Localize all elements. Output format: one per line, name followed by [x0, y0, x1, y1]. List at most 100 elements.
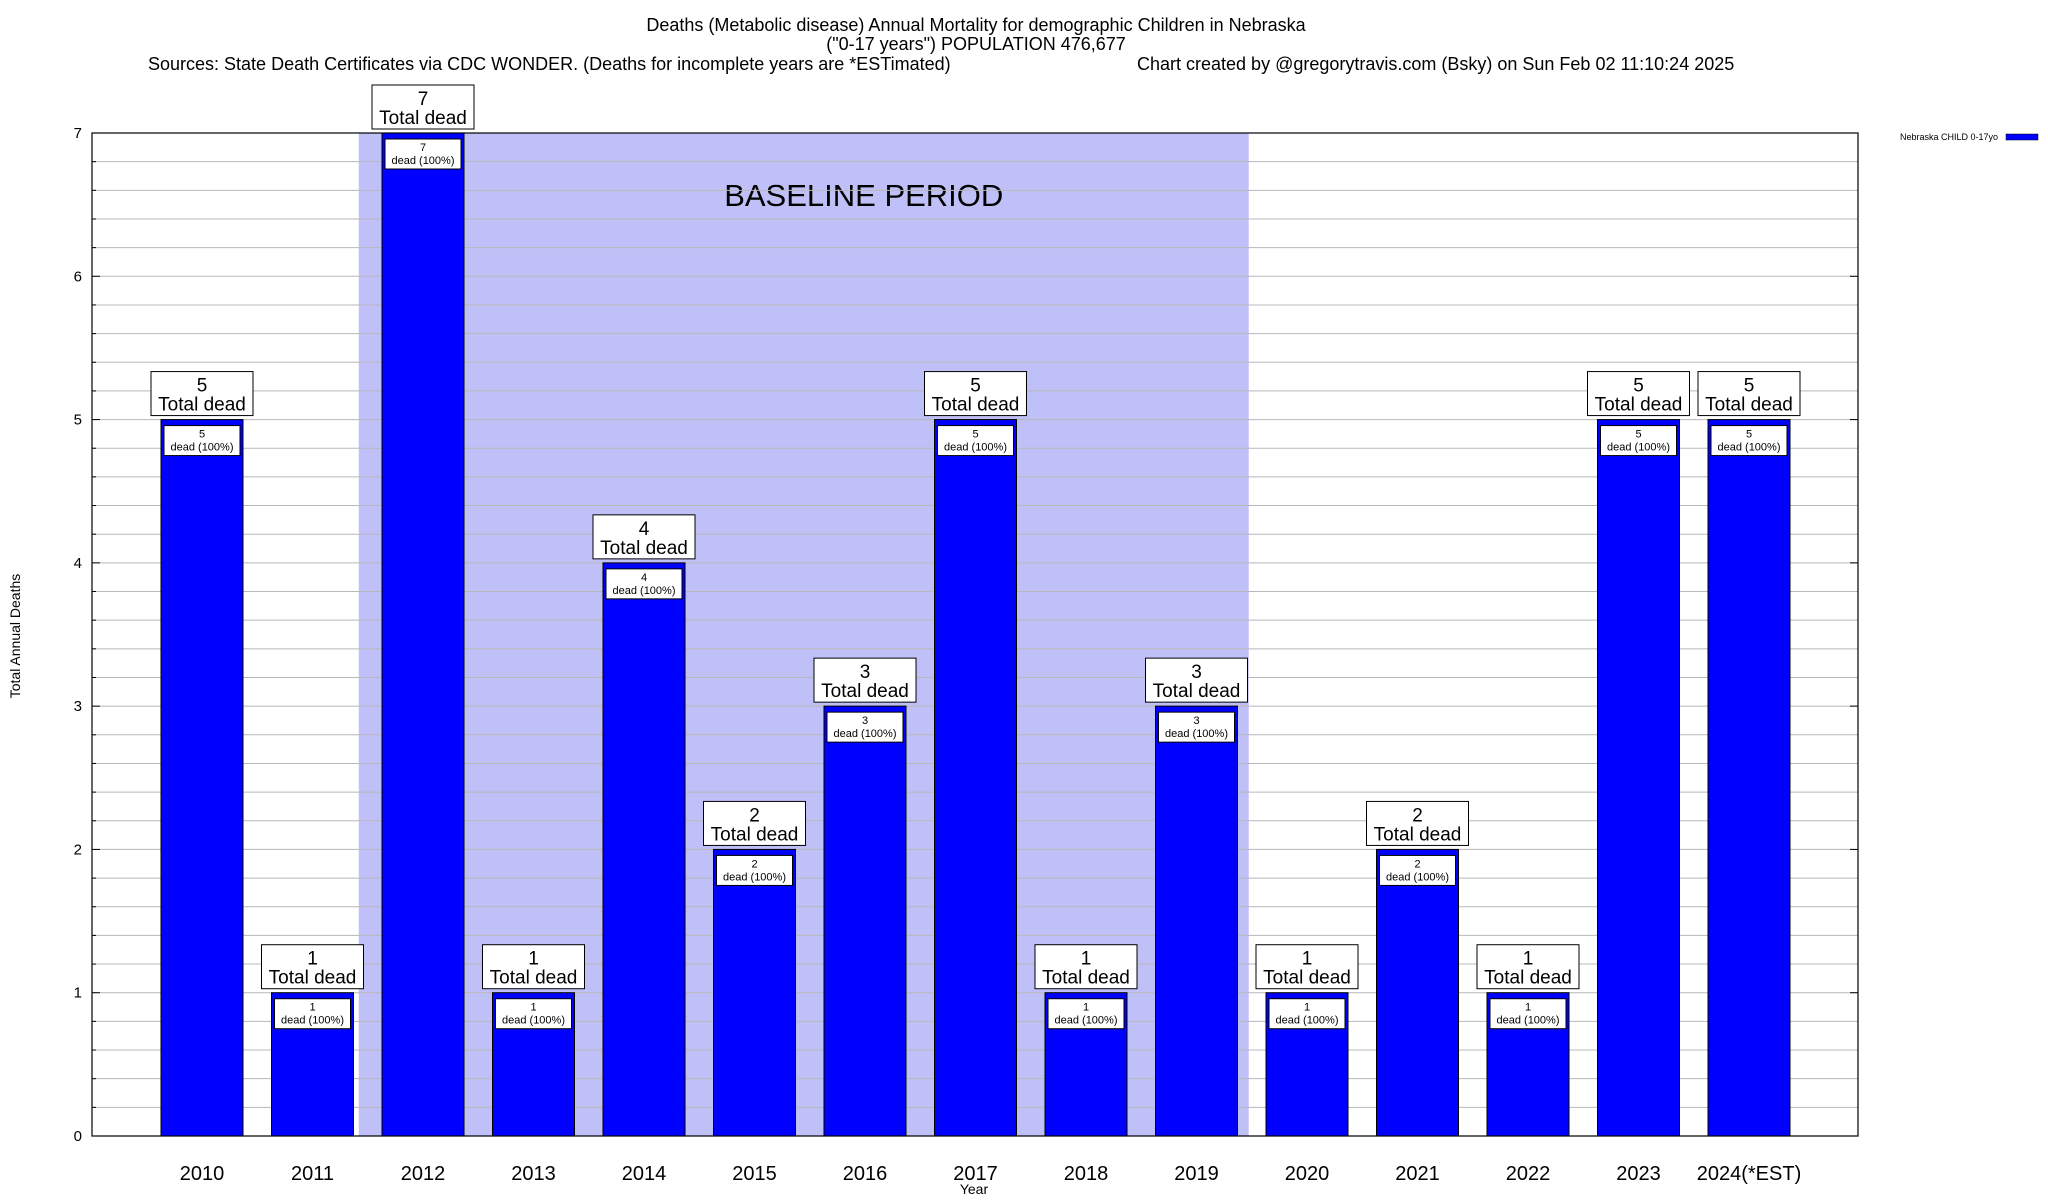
bar-inner-value: 2 [1414, 858, 1420, 870]
bar-total-caption: Total dead [1153, 681, 1241, 702]
bar-total-value: 2 [749, 805, 760, 826]
y-tick-label: 7 [74, 125, 82, 142]
y-tick-label: 4 [74, 555, 82, 572]
bar-total-label-box [1476, 944, 1580, 990]
axis-layer: 0 1 2 3 4 5 6 7 2010 2011 2012 2013 2014 2015 2016 2017… [74, 125, 1858, 1185]
bar-total-caption: Total dead [821, 681, 909, 702]
bar-total-label-box [1255, 944, 1359, 990]
plot-frame-layer [91, 132, 1859, 1137]
x-axis-title: Year [960, 1181, 989, 1197]
bar-inner-value: 1 [1083, 1002, 1089, 1014]
bar-inner-value: 1 [530, 1002, 536, 1014]
bar-total-caption: Total dead [1705, 395, 1793, 416]
bar-2024(*EST) [1707, 419, 1791, 1137]
bar-inner-value: 5 [1746, 429, 1752, 441]
chart-sources: Sources: State Death Certificates via CD… [148, 54, 951, 74]
bar-total-value: 5 [1633, 376, 1644, 397]
bar-total-value: 3 [860, 662, 871, 683]
legend-swatch [2005, 133, 2039, 141]
bar-inner-value: 1 [309, 1002, 315, 1014]
bar-2023 [1597, 419, 1680, 1137]
bar-2014 [602, 562, 686, 1137]
bar-inner-label-box [495, 998, 572, 1030]
bar-inner-label-box [826, 711, 904, 743]
chart-title: Deaths (Metabolic disease) Annual Mortal… [646, 15, 1306, 35]
bar-inner-caption: dead (100%) [1276, 1015, 1339, 1027]
bar-inner-value: 7 [420, 142, 426, 154]
bar-inner-caption: dead (100%) [1386, 871, 1449, 883]
bar-inner-label-box [1047, 998, 1125, 1030]
legend: Nebraska CHILD 0-17yo [1900, 132, 2039, 142]
bar-total-label-box [1145, 657, 1248, 703]
bar-inner-value: 4 [641, 572, 647, 584]
bar-inner-value: 5 [1635, 429, 1641, 441]
bar-total-caption: Total dead [711, 824, 799, 845]
x-tick-label: 2020 [1285, 1163, 1330, 1185]
bar-total-value: 1 [1081, 949, 1092, 970]
y-tick-label: 1 [74, 985, 82, 1002]
bar-inner-caption: dead (100%) [502, 1015, 565, 1027]
bar-inner-value: 1 [1304, 1002, 1310, 1014]
y-tick-label: 5 [74, 412, 82, 429]
bar-inner-value: 3 [1193, 715, 1199, 727]
bar-inner-caption: dead (100%) [723, 871, 786, 883]
bar-total-label-box [150, 371, 254, 417]
x-tick-label: 2010 [180, 1163, 225, 1185]
bar-inner-caption: dead (100%) [1718, 442, 1781, 454]
bar-total-value: 4 [639, 519, 650, 540]
x-tick-label: 2018 [1064, 1163, 1109, 1185]
bar-total-value: 1 [307, 949, 318, 970]
bar-total-caption: Total dead [932, 395, 1020, 416]
bar-total-label-box [1587, 371, 1690, 417]
bar-total-caption: Total dead [600, 538, 688, 559]
bar-total-caption: Total dead [1042, 968, 1130, 989]
plot-frame [91, 132, 1859, 1137]
bar-total-caption: Total dead [379, 108, 467, 129]
bar-inner-label-box [937, 425, 1014, 457]
x-tick-label: 2024(*EST) [1697, 1163, 1802, 1185]
bar-total-label-box [1366, 800, 1469, 846]
chart-subtitle: ("0-17 years") POPULATION 476,677 [826, 34, 1126, 54]
x-tick-label: 2012 [401, 1163, 446, 1185]
x-tick-label: 2023 [1616, 1163, 1661, 1185]
bar-total-label-box [482, 944, 585, 990]
x-tick-label: 2017 [953, 1163, 998, 1185]
x-tick-label: 2016 [843, 1163, 888, 1185]
bar-2019 [1155, 705, 1238, 1137]
bar-total-caption: Total dead [269, 968, 357, 989]
y-tick-label: 2 [74, 841, 82, 858]
bar-inner-caption: dead (100%) [1165, 728, 1228, 740]
bar-inner-label-box [384, 138, 462, 170]
bar-2010 [160, 419, 244, 1137]
bar-inner-label-box [1710, 425, 1788, 457]
bar-inner-value: 5 [972, 429, 978, 441]
x-tick-label: 2022 [1506, 1163, 1551, 1185]
bar-inner-value: 5 [199, 429, 205, 441]
bar-inner-caption: dead (100%) [613, 585, 676, 597]
bar-inner-caption: dead (100%) [834, 728, 897, 740]
bar-inner-label-box [1158, 711, 1235, 743]
bar-total-caption: Total dead [1263, 968, 1351, 989]
bar-total-value: 5 [197, 376, 208, 397]
y-tick-label: 0 [74, 1128, 82, 1145]
bar-total-label-box [1697, 371, 1801, 417]
x-tick-label: 2021 [1395, 1163, 1440, 1185]
bar-total-value: 5 [1744, 376, 1755, 397]
bar-inner-label-box [1600, 425, 1677, 457]
bar-total-label-box [924, 371, 1027, 417]
x-tick-label: 2014 [622, 1163, 667, 1185]
x-tick-label: 2019 [1174, 1163, 1219, 1185]
x-tick-label: 2015 [732, 1163, 777, 1185]
bar-inner-label-box [163, 425, 241, 457]
bar-2017 [934, 419, 1017, 1137]
y-axis-title: Total Annual Deaths [7, 574, 23, 699]
bar-inner-caption: dead (100%) [944, 442, 1007, 454]
bar-total-caption: Total dead [1595, 395, 1683, 416]
bar-2016 [823, 705, 907, 1137]
bar-total-label-box [371, 84, 475, 130]
bar-inner-label-box [716, 854, 793, 886]
bar-inner-value: 1 [1525, 1002, 1531, 1014]
bar-inner-caption: dead (100%) [281, 1015, 344, 1027]
bar-2021 [1376, 848, 1459, 1137]
